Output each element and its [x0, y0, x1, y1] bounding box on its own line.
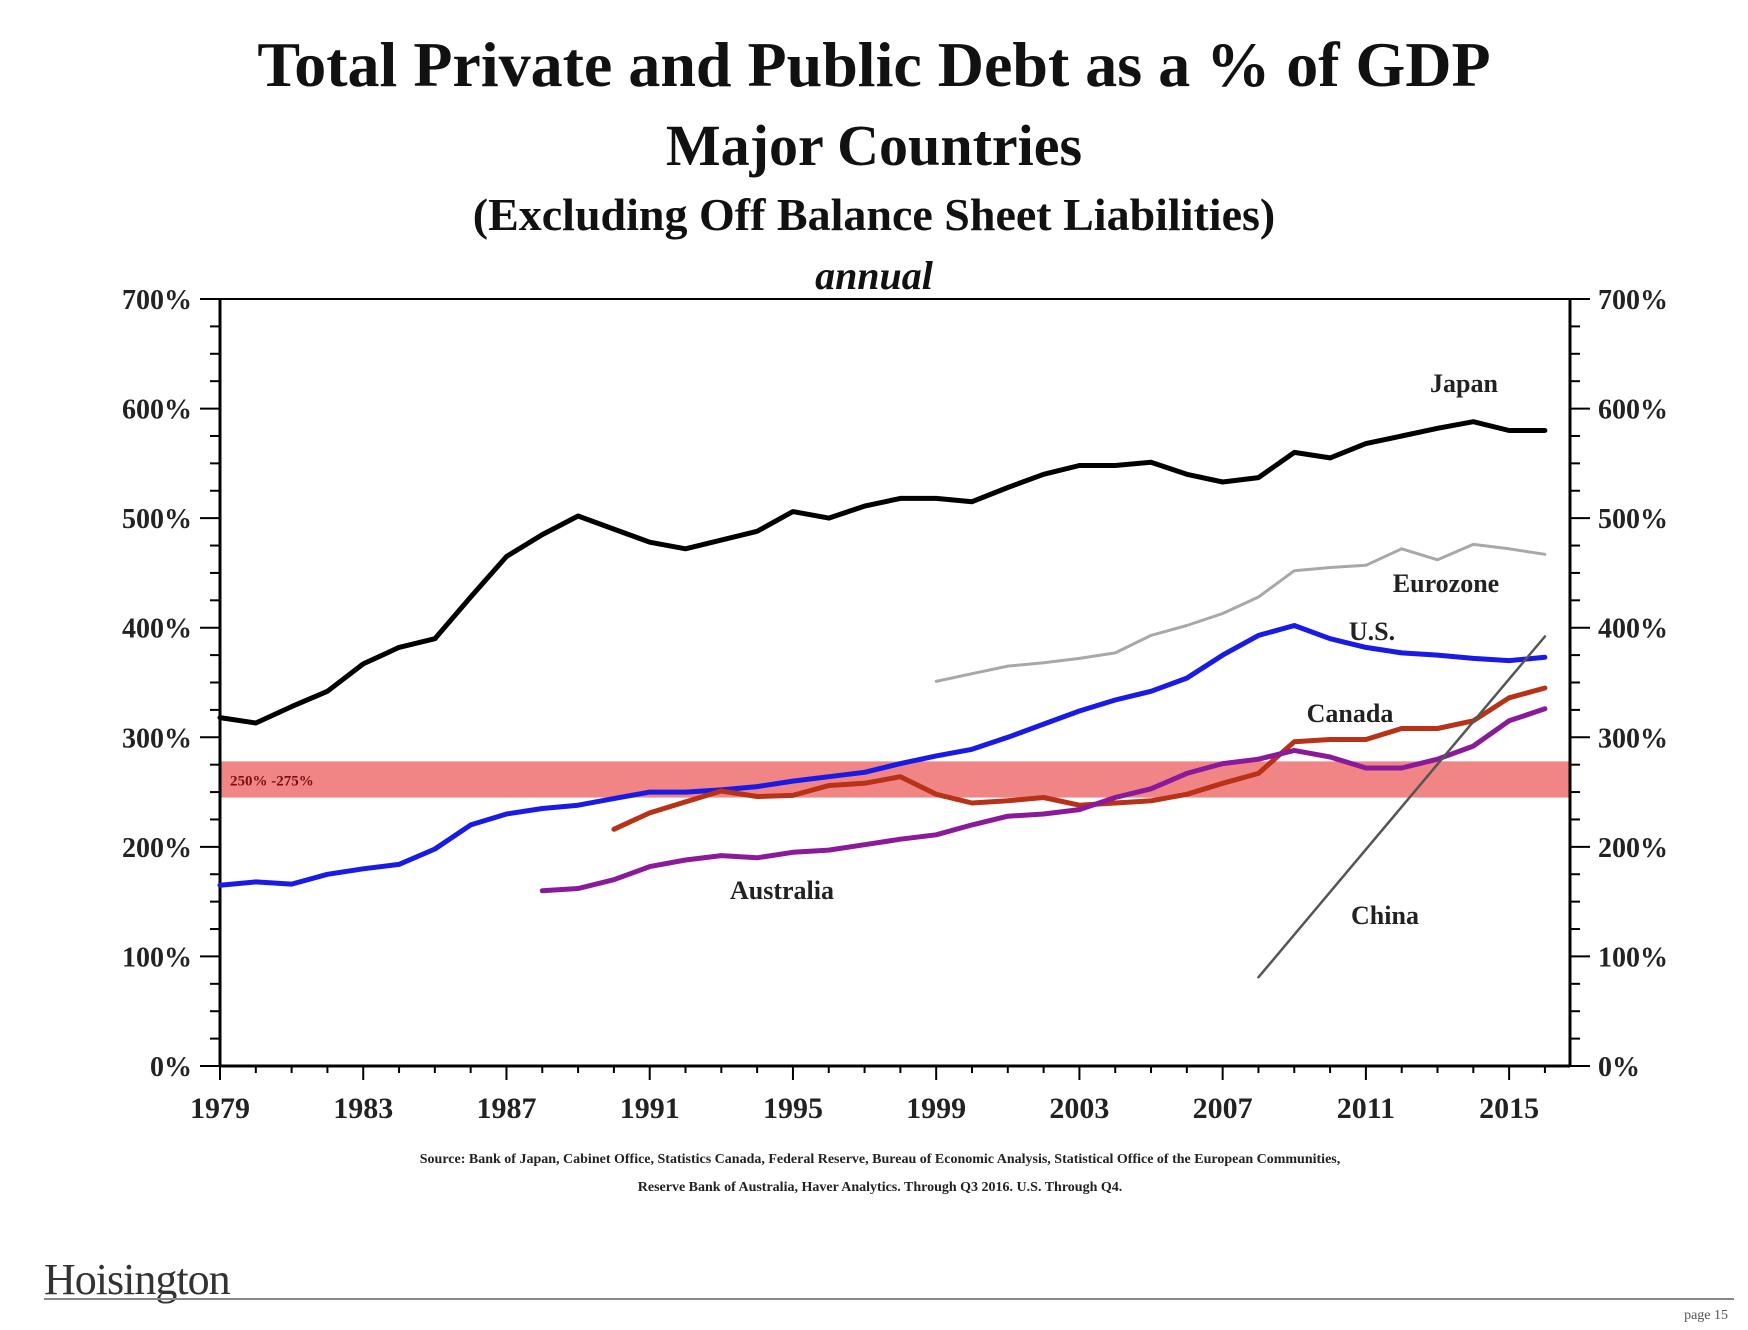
band-label: 250% -275% — [230, 773, 314, 789]
series-line-canada — [611, 685, 1548, 832]
y-tick-label-right: 400% — [1598, 614, 1668, 645]
y-tick-label-left: 300% — [122, 723, 192, 754]
y-tick-label-left: 100% — [122, 942, 192, 973]
x-tick-label: 2007 — [1193, 1092, 1253, 1125]
chart-subtitle-note: (Excluding Off Balance Sheet Liabilities… — [472, 189, 1276, 240]
chart-subtitle: Major Countries — [665, 113, 1083, 178]
label-china: China — [1351, 901, 1419, 930]
x-tick-label: 1999 — [906, 1092, 966, 1125]
y-tick-label-right: 0% — [1598, 1052, 1640, 1083]
y-tick-label-left: 600% — [122, 395, 192, 426]
series-line-eurozone — [934, 542, 1547, 683]
y-tick-label-left: 400% — [122, 614, 192, 645]
label-us: U.S. — [1349, 617, 1395, 646]
y-tick-label-left: 700% — [122, 285, 192, 316]
series-line-us — [217, 623, 1548, 888]
company-logo: Hoisington — [44, 1255, 231, 1304]
source-note-line-1: Source: Bank of Japan, Cabinet Office, S… — [419, 1152, 1341, 1167]
chart-frequency: annual — [815, 253, 933, 298]
x-tick-label: 1991 — [620, 1092, 680, 1125]
x-tick-label: 2003 — [1049, 1092, 1109, 1125]
y-tick-label-left: 0% — [150, 1052, 192, 1083]
footer-divider — [44, 1298, 1734, 1300]
y-tick-label-right: 200% — [1598, 833, 1668, 864]
page-number: page 15 — [1684, 1308, 1728, 1323]
debt-line-chart: 250% -275% 0% 0% 100% 100% 200% 200% 300% 300% 40… — [122, 285, 1668, 1125]
y-tick-label-left: 500% — [122, 504, 192, 535]
x-tick-label: 1995 — [763, 1092, 823, 1125]
label-canada: Canada — [1307, 699, 1394, 728]
y-tick-label-right: 500% — [1598, 504, 1668, 535]
label-australia: Australia — [730, 876, 834, 905]
chart-title: Total Private and Public Debt as a % of … — [257, 29, 1491, 100]
label-eurozone: Eurozone — [1393, 569, 1499, 598]
y-tick-label-right: 600% — [1598, 395, 1668, 426]
x-tick-label: 2015 — [1479, 1092, 1539, 1125]
y-tick-label-right: 300% — [1598, 723, 1668, 754]
y-tick-label-left: 200% — [122, 833, 192, 864]
x-tick-label: 2011 — [1337, 1092, 1395, 1125]
series-line-china — [1257, 635, 1547, 979]
series-line-australia — [539, 706, 1548, 894]
x-tick-label: 1987 — [476, 1092, 536, 1125]
x-tick-label: 1983 — [333, 1092, 393, 1125]
label-japan: Japan — [1430, 369, 1498, 398]
source-note-line-2: Reserve Bank of Australia, Haver Analyti… — [637, 1180, 1123, 1195]
series-line-japan — [217, 419, 1548, 726]
y-tick-label-right: 100% — [1598, 942, 1668, 973]
x-tick-label: 1979 — [190, 1092, 250, 1125]
y-tick-label-right: 700% — [1598, 285, 1668, 316]
